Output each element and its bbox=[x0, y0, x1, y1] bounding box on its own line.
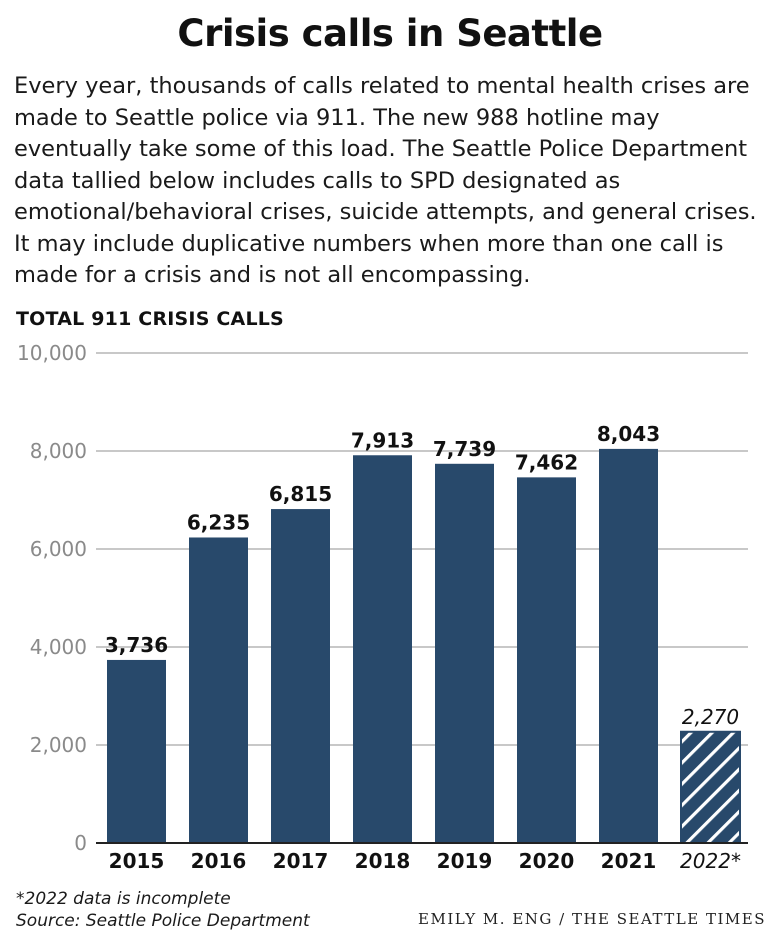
bar bbox=[107, 659, 166, 843]
footnote: *2022 data is incomplete bbox=[16, 889, 231, 909]
x-tick-label: 2020 bbox=[519, 849, 575, 873]
x-tick-label: 2016 bbox=[191, 849, 247, 873]
bar-value-label: 7,462 bbox=[515, 450, 578, 474]
bar-value-label: 3,736 bbox=[105, 633, 168, 657]
y-tick-label: 4,000 bbox=[30, 635, 87, 659]
page-title: Crisis calls in Seattle bbox=[177, 12, 603, 55]
x-tick-label: 2018 bbox=[355, 849, 411, 873]
footnote-block: *2022 data is incomplete Source: Seattle… bbox=[16, 888, 310, 932]
bar-value-label: 8,043 bbox=[597, 422, 660, 446]
x-tick-label: 2017 bbox=[273, 849, 329, 873]
x-tick-label: 2019 bbox=[437, 849, 493, 873]
intro-text: Every year, thousands of calls related t… bbox=[14, 73, 757, 288]
credit-line: EMILY M. ENG / THE SEATTLE TIMES bbox=[418, 910, 766, 928]
y-tick-label: 10,000 bbox=[17, 341, 87, 365]
y-tick-label: 2,000 bbox=[30, 733, 87, 757]
x-tick-label: 2022* bbox=[680, 849, 741, 873]
y-tick-label: 6,000 bbox=[30, 537, 87, 561]
bar-value-label: 2,270 bbox=[682, 705, 739, 729]
bar bbox=[353, 455, 412, 843]
bar-value-label: 6,815 bbox=[269, 482, 332, 506]
bar bbox=[271, 509, 330, 843]
source-note: Source: Seattle Police Department bbox=[16, 911, 310, 931]
y-tick-label: 8,000 bbox=[30, 439, 87, 463]
x-tick-label: 2021 bbox=[601, 849, 657, 873]
bar-value-label: 7,913 bbox=[351, 428, 414, 452]
bar-value-label: 7,739 bbox=[433, 437, 496, 461]
x-tick-label: 2015 bbox=[109, 849, 165, 873]
y-tick-label: 0 bbox=[74, 831, 87, 855]
bar bbox=[599, 448, 658, 843]
bar bbox=[517, 477, 576, 843]
bar-value-label: 6,235 bbox=[187, 510, 250, 534]
bar bbox=[435, 463, 494, 843]
bar bbox=[680, 730, 741, 845]
bar bbox=[189, 537, 248, 843]
chart-title: TOTAL 911 CRISIS CALLS bbox=[16, 308, 284, 330]
